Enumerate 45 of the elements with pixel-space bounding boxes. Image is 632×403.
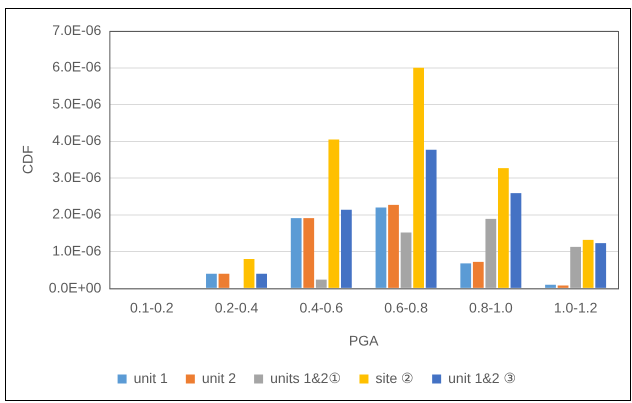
bar xyxy=(595,243,606,288)
x-tick-label: 0.4-0.6 xyxy=(299,300,344,316)
bar xyxy=(218,274,230,288)
bar xyxy=(498,168,509,288)
y-tick-label: 1.0E-06 xyxy=(52,242,102,258)
bar xyxy=(460,263,472,288)
bar xyxy=(256,274,267,288)
y-tick-label: 5.0E-06 xyxy=(52,95,102,112)
bar xyxy=(316,280,327,288)
y-tick-label: 6.0E-06 xyxy=(52,58,102,75)
x-tick-label: 1.0-1.2 xyxy=(554,300,598,316)
y-tick-label: 7.0E-06 xyxy=(52,22,102,38)
bar xyxy=(485,218,496,288)
y-tick-label: 3.0E-06 xyxy=(52,168,102,185)
bar xyxy=(400,232,412,288)
legend-label: unit 1 xyxy=(134,370,168,386)
bar xyxy=(545,284,556,288)
bar xyxy=(426,150,437,288)
y-tick-label: 0.0E+00 xyxy=(48,279,102,296)
y-axis-title: CDF xyxy=(19,145,36,174)
legend-label: units 1&2① xyxy=(270,370,342,386)
bar xyxy=(303,218,314,288)
legend-label: site ② xyxy=(375,370,414,386)
x-axis-title: PGA xyxy=(348,332,380,348)
x-tick-label: 0.2-0.4 xyxy=(214,300,259,316)
bar xyxy=(582,240,594,288)
x-tick-label: 0.1-0.2 xyxy=(130,300,174,316)
bar xyxy=(510,193,522,288)
legend-label: unit 2 xyxy=(202,370,236,386)
bar xyxy=(472,262,484,288)
bar xyxy=(206,274,217,288)
bar xyxy=(290,218,302,288)
bar xyxy=(328,139,340,288)
bar xyxy=(570,246,582,288)
x-tick-label: 0.8-1.0 xyxy=(469,300,513,316)
bar xyxy=(340,210,352,288)
bar xyxy=(244,258,254,288)
bar xyxy=(558,285,568,288)
y-tick-label: 4.0E-06 xyxy=(52,132,102,148)
x-tick-label: 0.6-0.8 xyxy=(384,300,428,316)
bar xyxy=(413,68,424,288)
y-tick-label: 2.0E-06 xyxy=(52,206,102,222)
bar xyxy=(388,204,399,288)
bar xyxy=(376,208,386,288)
legend-label: unit 1&2 ③ xyxy=(448,370,516,386)
